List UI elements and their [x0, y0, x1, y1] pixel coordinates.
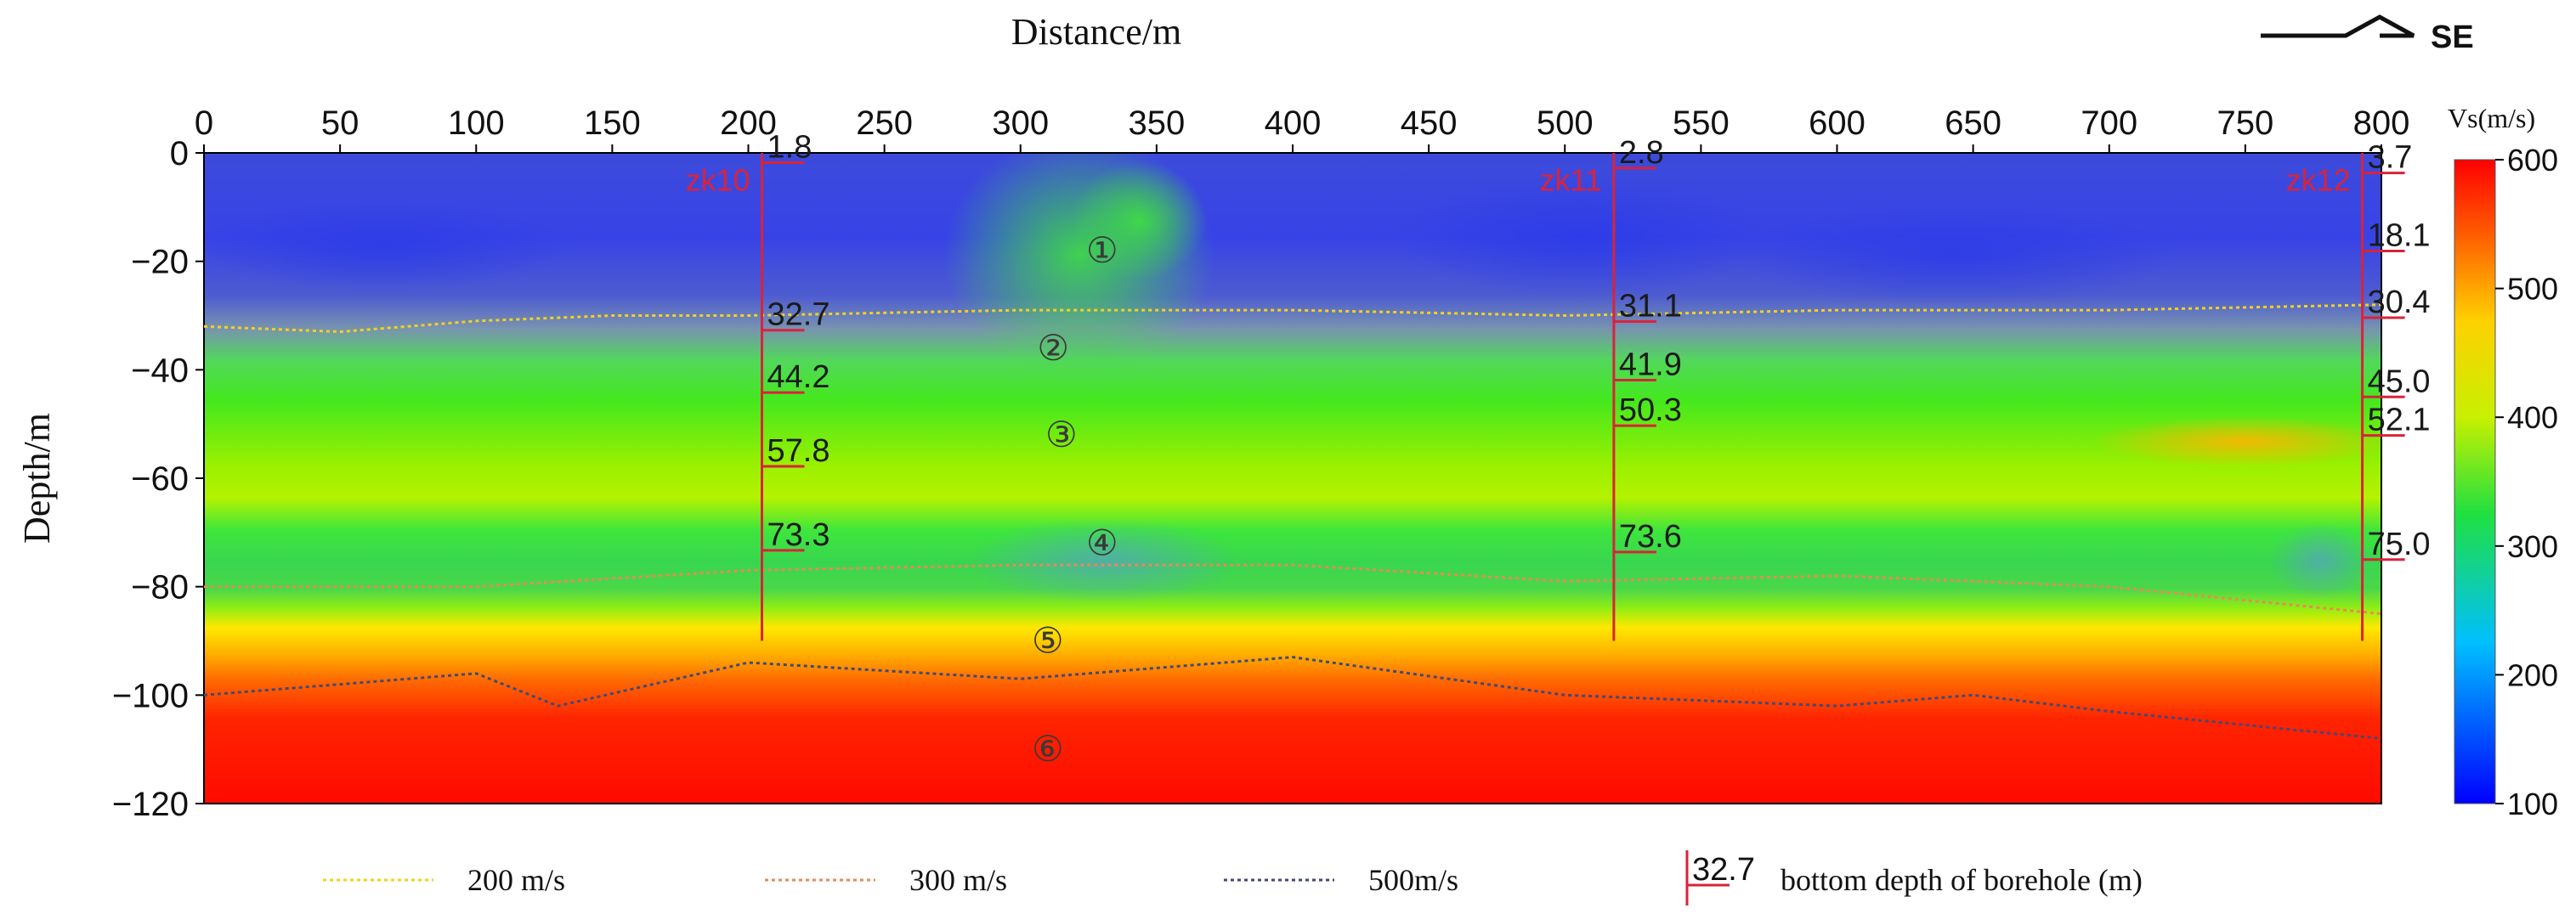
borehole-depth-label: 75.0	[2368, 527, 2431, 562]
direction-label: SE	[2431, 20, 2474, 55]
x-tick-label: 0	[195, 104, 213, 142]
y-tick-label: −20	[131, 244, 189, 281]
colorbar-ramp	[2454, 159, 2496, 804]
y-tick-label: −120	[112, 786, 189, 823]
heatmap-anomaly-cyan	[969, 518, 1241, 603]
layer-marker: ①	[1086, 229, 1118, 271]
x-tick-label: 250	[856, 104, 913, 142]
x-tick-label: 200	[720, 104, 777, 142]
y-tick-label: −60	[131, 460, 189, 498]
legend-label: 200 m/s	[467, 863, 565, 897]
x-tick-label: 150	[584, 104, 641, 142]
heatmap-anomaly-green	[1071, 161, 1207, 280]
x-tick-label: 50	[321, 104, 360, 142]
contour-line-200ms	[204, 303, 2381, 334]
x-tick-label: 550	[1673, 104, 1730, 142]
legend-item: 32.7 bottom depth of borehole (m)	[1685, 850, 2143, 906]
contour-line-500ms	[204, 656, 2381, 740]
layer-marker: ⑥	[1032, 728, 1064, 770]
colorbar-ticks: 100 200 300 400 500 600	[2495, 143, 2558, 821]
x-tick-label: 800	[2353, 104, 2410, 142]
colorbar-tick-label: 400	[2507, 400, 2558, 435]
legend-item: 300 m/s	[765, 863, 1007, 897]
borehole-depth-label: 2.8	[1619, 135, 1664, 171]
boreholes: zk10 1.8 32.7 44.2 57.8 73.3 zk11 2.8 31.1 41.9 50…	[685, 129, 2431, 641]
borehole-name: zk10	[685, 162, 750, 197]
layer-marker: ③	[1045, 414, 1078, 455]
borehole-depth-label: 50.3	[1619, 392, 1682, 428]
borehole-depth-label: 73.6	[1619, 519, 1682, 555]
borehole-depth-label: 3.7	[2368, 140, 2413, 176]
contour-lines	[204, 303, 2381, 740]
colorbar-tick-label: 500	[2507, 272, 2558, 307]
heatmap-anomaly-blue	[1734, 204, 2176, 306]
x-axis-title: Distance/m	[1011, 11, 1181, 53]
colorbar-tick-label: 200	[2507, 657, 2558, 692]
colorbar-tick-label: 600	[2507, 143, 2558, 178]
x-tick-label: 350	[1129, 104, 1186, 142]
x-tick-label: 100	[448, 104, 505, 142]
layer-marker: ⑤	[1032, 620, 1064, 662]
legend: 200 m/s 300 m/s 500m/s 32.7 bottom depth of …	[323, 850, 2143, 906]
legend-borehole-value: 32.7	[1692, 852, 1755, 888]
legend-item: 200 m/s	[323, 863, 565, 897]
borehole-depth-label: 32.7	[767, 297, 830, 333]
x-tick-label: 400	[1265, 104, 1322, 142]
x-tick-label: 300	[992, 104, 1049, 142]
contour-line-300ms	[204, 563, 2381, 616]
x-tick-label: 750	[2217, 104, 2274, 142]
x-axis: 0 50 100 150 200 250 300 350 400 450 500 550 600 650 7…	[195, 104, 2410, 153]
y-tick-label: 0	[170, 135, 189, 172]
borehole-name: zk12	[2286, 162, 2351, 197]
layer-marker: ②	[1037, 327, 1069, 369]
borehole-depth-label: 18.1	[2368, 218, 2431, 254]
velocity-heatmap	[204, 153, 2381, 804]
borehole-depth-label: 73.3	[767, 517, 830, 553]
direction-indicator: SE	[2261, 14, 2474, 55]
borehole-zk10: zk10 1.8 32.7 44.2 57.8 73.3	[685, 129, 830, 641]
heatmap-anomaly-blue	[1394, 178, 1768, 297]
x-tick-label: 600	[1809, 104, 1865, 142]
y-tick-label: −40	[131, 352, 189, 389]
legend-label: 300 m/s	[909, 863, 1007, 897]
legend-label: 500m/s	[1368, 863, 1458, 897]
borehole-zk11: zk11 2.8 31.1 41.9 50.3 73.6	[1540, 135, 1682, 641]
borehole-depth-label: 57.8	[767, 433, 830, 469]
colorbar: Vs(m/s) 100 200 300 400 500 600	[2448, 103, 2558, 821]
x-tick-label: 500	[1537, 104, 1594, 142]
x-tick-label: 700	[2081, 104, 2137, 142]
borehole-depth-label: 52.1	[2368, 403, 2431, 438]
heatmap-anomaly-cyan	[2269, 522, 2371, 599]
colorbar-tick-label: 300	[2507, 529, 2558, 564]
layer-markers: ① ② ③ ④ ⑤ ⑥	[1032, 229, 1118, 770]
x-tick-label: 650	[1945, 104, 2001, 142]
borehole-depth-label: 44.2	[767, 359, 830, 395]
legend-label: bottom depth of borehole (m)	[1781, 863, 2143, 897]
heatmap-anomaly-blue	[204, 200, 569, 293]
borehole-name: zk11	[1540, 162, 1602, 197]
colorbar-tick-label: 100	[2507, 787, 2558, 821]
y-tick-label: −100	[112, 677, 189, 714]
borehole-zk12: zk12 3.7 18.1 30.4 45.0 52.1 75.0	[2286, 140, 2431, 641]
layer-marker: ④	[1086, 522, 1118, 564]
borehole-depth-label: 31.1	[1619, 289, 1682, 324]
borehole-depth-label: 1.8	[767, 129, 812, 165]
direction-arrow-icon	[2261, 14, 2415, 38]
y-axis: 0 −20 −40 −60 −80 −100 −120	[112, 135, 204, 823]
y-tick-label: −80	[131, 569, 189, 607]
colorbar-title: Vs(m/s)	[2448, 103, 2535, 133]
legend-item: 500m/s	[1224, 863, 1458, 897]
borehole-depth-label: 45.0	[2368, 364, 2431, 399]
borehole-depth-label: 30.4	[2368, 285, 2431, 320]
y-axis-title: Depth/m	[16, 413, 58, 544]
heatmap-anomaly-orange	[2091, 416, 2381, 467]
x-tick-label: 450	[1401, 104, 1458, 142]
borehole-depth-label: 41.9	[1619, 347, 1682, 382]
